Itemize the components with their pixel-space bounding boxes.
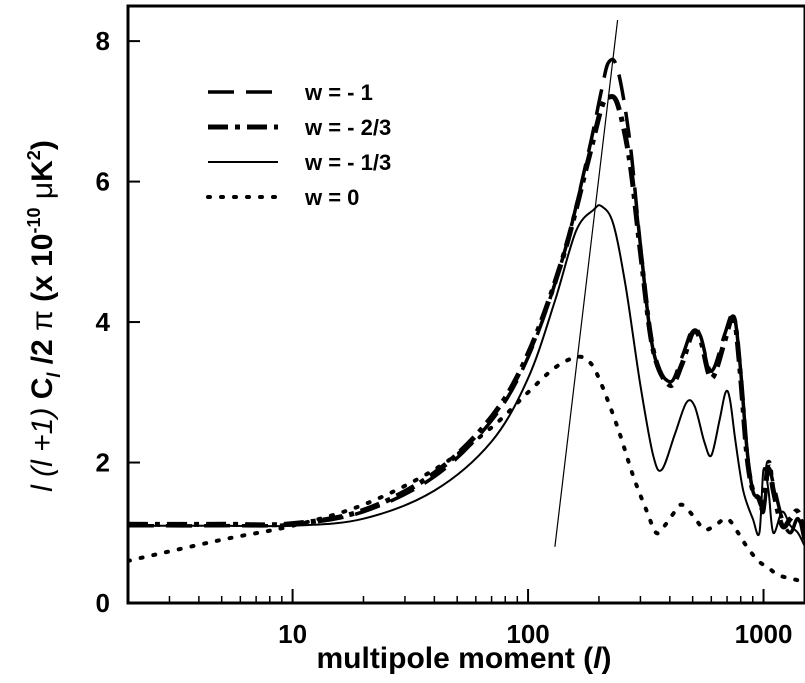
plot-frame [126, 4, 805, 605]
y-tick-label: 8 [96, 26, 110, 56]
x-axis-label: multipole moment (l) [316, 642, 611, 675]
x-tick-label: 100 [506, 619, 549, 649]
y-tick-label: 2 [96, 448, 110, 478]
series-line-3 [128, 204, 805, 548]
annotation-line [554, 19, 619, 547]
series-line-2 [128, 94, 805, 541]
legend-label-3: w = - 1/3 [304, 150, 391, 175]
y-axis-label: l (l +1) Cl /2 π (x 10-10 μK2) [24, 140, 64, 492]
legend-label-2: w = - 2/3 [304, 115, 391, 140]
legend-label-1: w = - 1 [304, 80, 373, 105]
annotation-line-group [554, 19, 619, 547]
y-tick-label: 0 [96, 588, 110, 618]
y-tick-label: 4 [96, 307, 111, 337]
x-tick-label: 10 [278, 619, 307, 649]
legend-label-4: w = 0 [304, 185, 359, 210]
axis-ticks: 0 2 4 6 8 10 100 1000 [96, 26, 793, 649]
x-tick-label: 1000 [735, 619, 793, 649]
legend: w = - 1 w = - 2/3 w = - 1/3 w = 0 [206, 80, 391, 210]
series-line-4 [128, 354, 805, 584]
y-tick-label: 6 [96, 167, 110, 197]
series-curves [128, 57, 805, 584]
